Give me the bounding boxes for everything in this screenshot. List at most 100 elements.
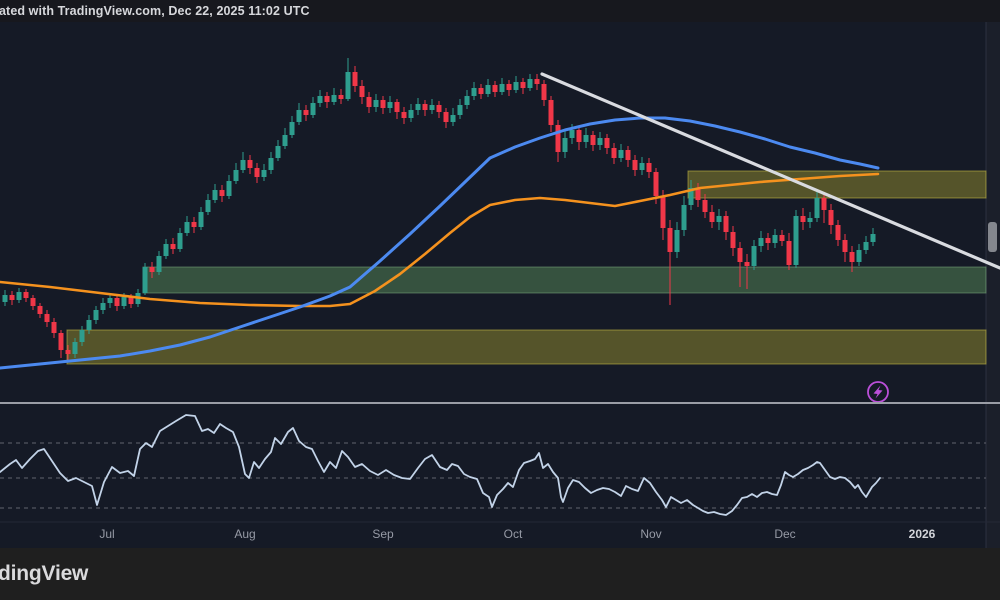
time-axis-label-jul[interactable]: Jul — [99, 527, 114, 541]
candle-body — [744, 262, 750, 266]
attribution-text: ated with TradingView.com, Dec 22, 2025 … — [0, 4, 310, 18]
candle-body — [870, 234, 876, 242]
tradingview-logo: dingView — [0, 562, 89, 585]
candle-body — [359, 86, 365, 97]
candle-body — [576, 130, 582, 142]
candle-body — [695, 188, 701, 200]
candle-body — [569, 130, 575, 138]
candle-body — [177, 233, 183, 249]
candle-body — [30, 298, 36, 306]
candle-body — [849, 252, 855, 262]
candle-body — [324, 96, 330, 102]
candle-body — [646, 163, 652, 172]
candle-body — [828, 210, 834, 225]
candle-body — [128, 297, 134, 304]
candle-body — [282, 135, 288, 146]
candle-body — [310, 103, 316, 115]
candle-body — [765, 238, 771, 243]
candle-body — [842, 240, 848, 252]
candle-body — [86, 320, 92, 330]
candle-body — [163, 244, 169, 256]
time-axis-label-sep[interactable]: Sep — [372, 527, 394, 541]
candle-body — [44, 314, 50, 322]
candle-body — [380, 100, 386, 108]
candle-body — [429, 105, 435, 110]
time-axis-label-oct[interactable]: Oct — [504, 527, 523, 541]
candle-body — [352, 72, 358, 86]
time-axis-label-2026[interactable]: 2026 — [909, 527, 936, 541]
candle-body — [737, 248, 743, 262]
candle-body — [485, 85, 491, 94]
candle-body — [338, 95, 344, 99]
candle-body — [100, 303, 106, 310]
candle-body — [604, 138, 610, 148]
candle-body — [513, 82, 519, 90]
candle-body — [268, 158, 274, 170]
candle-body — [681, 205, 687, 230]
candle-body — [499, 84, 505, 92]
candle-body — [814, 198, 820, 218]
candle-body — [548, 100, 554, 125]
candle-body — [436, 105, 442, 112]
candle-body — [793, 216, 799, 265]
candle-body — [583, 135, 589, 142]
price-scale-strip[interactable] — [986, 22, 1000, 548]
lightning-icon[interactable] — [873, 385, 883, 399]
candle-body — [23, 292, 29, 298]
candle-body — [345, 72, 351, 99]
candle-body — [422, 104, 428, 110]
candle-body — [51, 322, 57, 333]
candle-body — [219, 190, 225, 196]
candle-body — [394, 102, 400, 112]
candle-body — [107, 298, 113, 303]
candle-body — [653, 172, 659, 196]
candle-body — [464, 96, 470, 105]
candle-body — [625, 150, 631, 160]
candle-body — [667, 228, 673, 252]
candle-body — [492, 85, 498, 92]
candle-body — [639, 163, 645, 170]
candle-body — [296, 110, 302, 122]
scrollbar-thumb[interactable] — [988, 222, 997, 252]
candle-body — [772, 235, 778, 243]
time-axis-label-dec[interactable]: Dec — [774, 527, 795, 541]
candle-body — [541, 84, 547, 100]
candle-body — [618, 150, 624, 158]
candle-body — [779, 235, 785, 241]
candle-body — [534, 79, 540, 84]
candle-body — [2, 295, 8, 302]
candle-body — [37, 306, 43, 314]
candle-body — [835, 225, 841, 240]
candle-body — [443, 112, 449, 122]
ma-slow-orange-line — [0, 172, 880, 308]
candle-body — [450, 115, 456, 122]
candle-body — [590, 135, 596, 145]
candle-body — [331, 95, 337, 102]
descending-trendline[interactable] — [540, 72, 1000, 270]
candle-body — [520, 82, 526, 88]
candle-body — [142, 267, 148, 293]
time-axis-label-nov[interactable]: Nov — [640, 527, 661, 541]
candle-body — [226, 181, 232, 196]
candle-body — [247, 160, 253, 168]
candle-body — [401, 112, 407, 118]
candle-body — [597, 138, 603, 145]
candle-body — [751, 246, 757, 266]
candle-body — [156, 256, 162, 272]
candle-body — [114, 298, 120, 306]
ma-fast-blue-line — [0, 116, 880, 370]
candle-body — [16, 292, 22, 300]
candle-body — [184, 222, 190, 233]
candle-body — [79, 330, 85, 342]
candle-body — [366, 97, 372, 107]
candle-body — [730, 232, 736, 248]
candle-body — [9, 295, 15, 300]
candle-body — [723, 216, 729, 232]
time-axis-label-aug[interactable]: Aug — [234, 527, 255, 541]
candle-body — [611, 148, 617, 158]
candle-body — [275, 146, 281, 158]
candle-body — [632, 160, 638, 170]
candle-body — [373, 100, 379, 107]
